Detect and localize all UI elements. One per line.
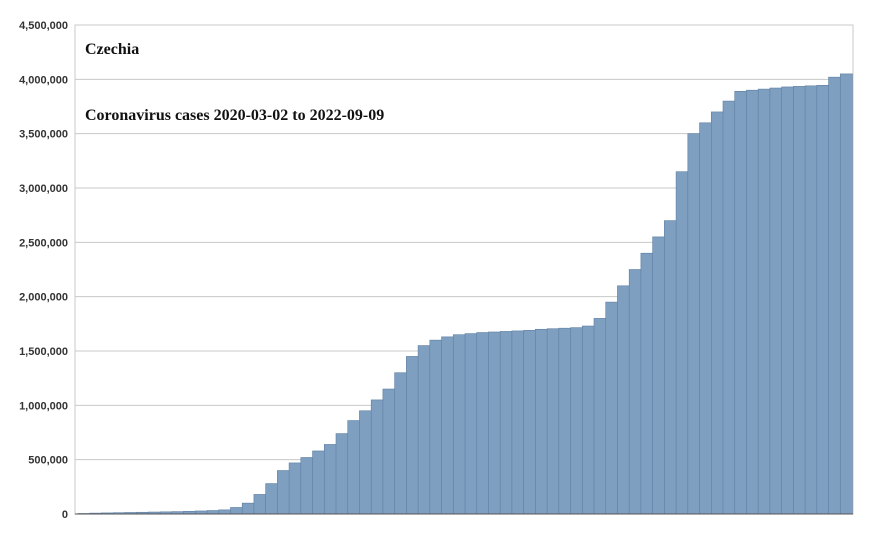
bar [816, 85, 830, 515]
bar [277, 470, 290, 515]
bar [793, 86, 806, 515]
bar [452, 334, 466, 515]
bar [441, 336, 454, 515]
bar [523, 330, 536, 515]
bar [499, 331, 513, 515]
bar [323, 444, 337, 515]
y-tick-label: 4,500,000 [19, 20, 68, 32]
bar [581, 325, 595, 515]
bar [687, 133, 701, 515]
bar [370, 399, 384, 515]
bar [769, 87, 783, 515]
y-tick-label: 4,000,000 [19, 74, 68, 86]
bar [300, 457, 314, 515]
chart-subtitle: Coronavirus cases 2020-03-02 to 2022-09-… [85, 107, 384, 124]
bar [839, 73, 853, 515]
bar [312, 450, 325, 515]
bar [241, 502, 255, 515]
bar [406, 356, 419, 515]
bar [746, 89, 759, 515]
bar [417, 345, 431, 515]
bar [757, 88, 771, 515]
bar [675, 171, 689, 515]
bar [230, 507, 243, 515]
chart-title: Czechia [85, 41, 139, 58]
bar [804, 85, 818, 515]
y-tick-label: 1,500,000 [19, 346, 68, 358]
bar [570, 327, 583, 515]
bar [394, 372, 407, 515]
bar [617, 285, 630, 515]
bar [218, 509, 232, 515]
bar [652, 236, 665, 515]
bar [476, 332, 490, 515]
bar [206, 510, 220, 515]
bar [699, 122, 712, 515]
bar [781, 86, 794, 515]
y-tick-label: 500,000 [28, 455, 68, 467]
bar [511, 330, 525, 515]
bar [828, 76, 841, 515]
y-axis: 0 500,000 1,000,000 1,500,000 2,000,000 2,500… [19, 20, 68, 521]
bar [664, 220, 677, 515]
y-tick-label: 2,500,000 [19, 237, 68, 249]
bars [77, 73, 853, 515]
bar [265, 483, 278, 515]
bar [464, 333, 478, 515]
bar [593, 318, 607, 515]
bar [535, 328, 548, 515]
y-tick-label: 3,000,000 [19, 183, 68, 195]
bar [429, 339, 443, 515]
bar [722, 100, 736, 515]
bar [710, 111, 724, 515]
bar [335, 433, 349, 515]
y-tick-label: 0 [62, 509, 68, 521]
bar [347, 420, 361, 515]
y-tick-label: 1,000,000 [19, 400, 68, 412]
bar [734, 90, 748, 515]
y-tick-label: 3,500,000 [19, 129, 68, 141]
bar [382, 388, 396, 515]
bar [488, 331, 501, 515]
bar [253, 494, 267, 515]
bar [546, 328, 560, 515]
bar [628, 269, 642, 515]
bar [558, 327, 572, 515]
bar [640, 252, 654, 515]
bar [288, 462, 302, 515]
y-tick-label: 2,000,000 [19, 292, 68, 304]
bar [359, 410, 372, 515]
bar [605, 301, 619, 515]
